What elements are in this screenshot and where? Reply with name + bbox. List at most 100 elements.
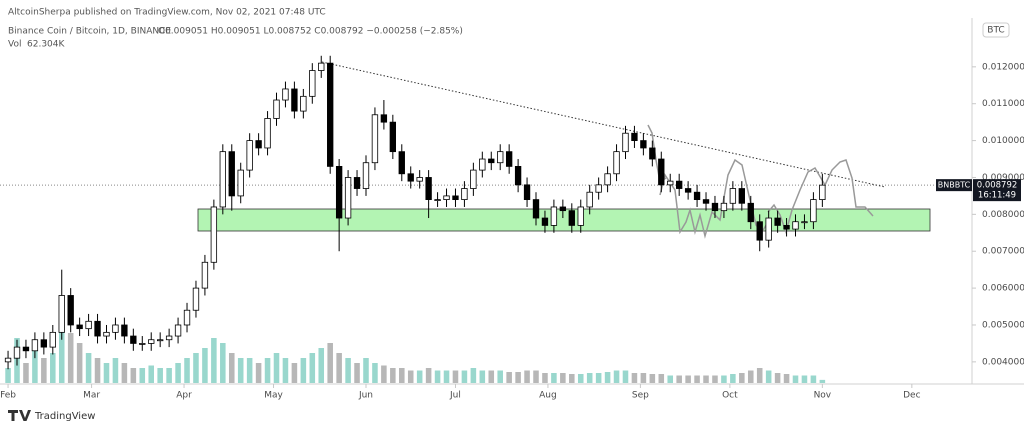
x-tick-label: Jun [358,391,373,401]
candle-body [649,147,656,160]
volume-bar [461,370,468,383]
candle-body [183,309,191,326]
volume-bar [676,375,682,383]
candle-body [318,62,325,71]
trendline[interactable] [321,61,886,188]
volume-bar [560,373,566,383]
volume-bar [399,368,405,383]
y-tick-label: 0.010000 [982,136,1024,146]
candle-body [22,346,30,352]
volume-bars [5,323,826,383]
candle-body [497,151,504,164]
volume-bar [220,343,226,383]
currency-box[interactable] [982,22,1010,38]
candle-body [201,261,209,289]
volume-bar [667,375,674,383]
candle-body [353,177,361,189]
x-tick-label: Jul [449,391,461,401]
candle-body [31,339,39,352]
candle-body [389,121,397,153]
volume-bar [747,370,754,383]
volume-bar [5,368,11,383]
candle-body [228,151,235,197]
volume-bar [255,363,262,383]
candle-body [380,114,388,123]
volume-bar [211,338,217,383]
candle-body [425,177,432,200]
volume-bar [577,374,584,383]
support-zone[interactable] [197,208,931,232]
candle-body [604,173,611,186]
volume-bar [425,368,432,383]
volume-bar [300,358,307,383]
candle-body [362,162,370,189]
currency[interactable]: BTC [987,26,1004,36]
volume-bar [130,368,137,383]
volume-bar [76,343,83,383]
projection-path[interactable] [767,159,874,235]
volume-bar [291,363,298,383]
volume-bar [85,353,92,383]
volume-bar [792,375,799,383]
candle-body [631,132,638,141]
volume-bar [309,353,316,383]
candle-body [756,221,763,241]
candle-body [470,169,477,189]
candle-body [335,166,343,219]
candle-body [577,206,584,226]
volume-bar [363,358,369,383]
volume-bar [390,368,396,383]
volume-bar [479,370,486,383]
volume-bar [354,363,360,383]
volume-bar [533,370,539,383]
volume-bar [765,370,772,383]
brand-name: TradingView [34,411,95,422]
candle-body [505,151,513,167]
volume-bar [228,353,235,383]
candle-body [407,173,414,182]
volume-bar [175,363,181,383]
candle-body [738,188,745,204]
volume-bar [470,368,477,383]
volume-bar [282,358,289,383]
candle-body [658,158,665,186]
x-tick-label: Apr [176,391,192,401]
volume-bar [658,374,665,383]
volume-bar [586,373,593,383]
candle-body [676,180,683,189]
y-tick-label: 0.006000 [982,284,1024,294]
candle-body [532,199,540,219]
candle-body [327,62,334,167]
volume-bar [166,368,172,383]
volume-bar [739,373,745,383]
volume-bar [246,358,253,383]
volume-bar [452,370,459,383]
candle-body [416,177,423,182]
y-tick-label: 0.008000 [982,210,1024,220]
drawings [197,61,931,239]
symbol-tag: BNBBTC [938,181,971,190]
volume-bar [631,373,638,383]
candle-body [398,151,405,175]
brand: TradingView [8,410,95,422]
volume-bar [595,373,602,383]
x-tick-label: May [264,391,283,401]
candle-body [76,324,83,330]
volume-bar [157,368,163,383]
chart-title: Binance Coin / Bitcoin, 1D, BINANCE [8,27,171,37]
candle-body [300,95,307,112]
volume-bar [273,353,280,383]
candle-body [273,99,280,119]
volume-bar [41,358,47,383]
candle-body [148,339,155,344]
volume-bar [604,372,611,383]
candle-body [94,320,101,337]
volume-bar [345,358,351,383]
candle-body [112,324,119,333]
publisher: AltcoinSherpa published on TradingView.c… [8,8,326,18]
volume-bar [524,370,530,383]
candle-body [514,166,522,186]
candle-body [586,191,593,208]
y-tick-label: 0.007000 [982,247,1024,257]
ohlc-legend: O0.009051 H0.009051 L0.008752 C0.008792 … [158,27,463,37]
